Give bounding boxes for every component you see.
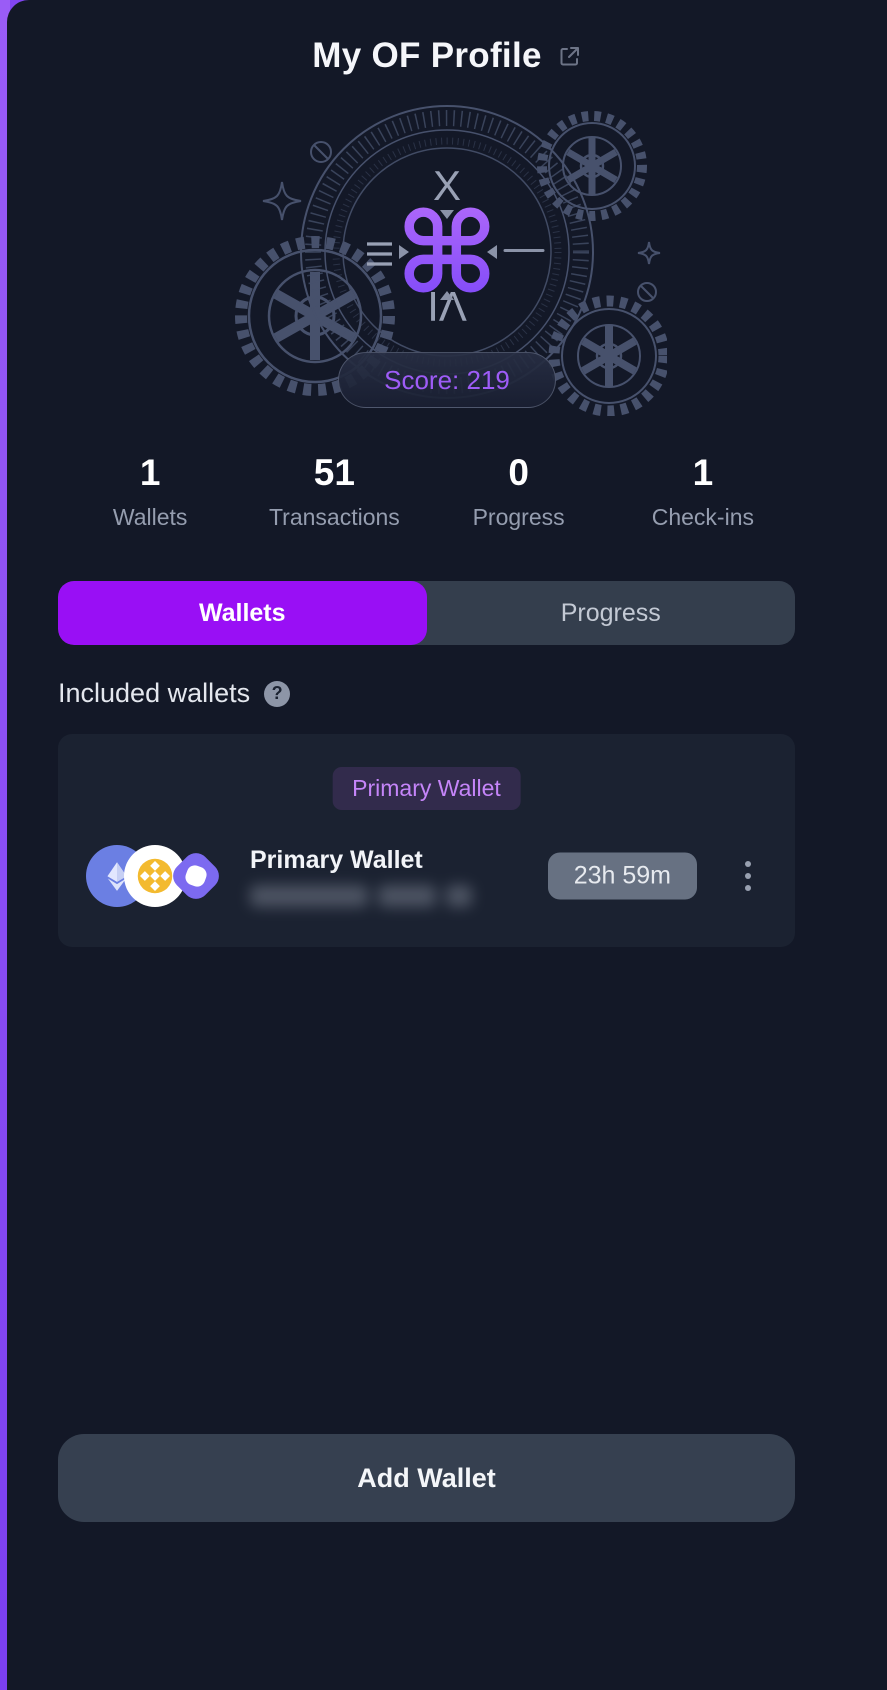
numeral-bottom: VI (427, 283, 467, 330)
stat-label: Wallets (112, 504, 188, 530)
chain-icons-cluster (86, 843, 228, 909)
gear-bottom-right-icon (548, 295, 667, 416)
stat-value: 1 (692, 452, 714, 493)
numeral-top: X (433, 162, 461, 209)
dial-numerals: X VI III (359, 162, 467, 330)
gear-left-icon (235, 236, 395, 396)
address-blob (250, 884, 368, 907)
cooldown-timer-pill: 23h 59m (547, 852, 697, 900)
sparkle-icon (262, 181, 661, 265)
copy-icon-blurred (446, 884, 472, 907)
command-icon: ⌘ (395, 192, 499, 317)
wallet-row: Primary Wallet 23h 59m (86, 834, 771, 918)
page-title: My OF Profile (312, 36, 542, 75)
score-text: Score: 219 (384, 364, 510, 395)
stat-label: Progress (472, 504, 565, 530)
question-mark-icon[interactable]: ? (264, 680, 291, 707)
stat-value: 0 (508, 452, 529, 493)
primary-wallet-badge: Primary Wallet (332, 767, 521, 810)
tab-progress[interactable]: Progress (560, 598, 661, 627)
left-accent-stripe (0, 0, 10, 1690)
cooldown-timer-text: 23h 59m (573, 861, 671, 890)
gear-top-right-icon (537, 111, 647, 221)
address-blob (378, 884, 436, 907)
header: My OF Profile (7, 36, 887, 76)
binance-icon (124, 845, 186, 907)
stats-row: 1 Wallets 51 Transactions 0 Progress 1 C… (58, 452, 795, 531)
wallet-address-blurred[interactable] (250, 884, 472, 907)
section-title: Included wallets (58, 678, 251, 708)
stat-checkins: 1 Check-ins (611, 452, 795, 531)
stat-transactions: 51 Transactions (242, 452, 426, 531)
external-link-icon[interactable] (558, 44, 582, 68)
tab-wallets[interactable]: Wallets (58, 581, 427, 645)
add-wallet-button[interactable]: Add Wallet (58, 1434, 795, 1522)
stat-label: Check-ins (651, 504, 754, 530)
stat-progress: 0 Progress (427, 452, 611, 531)
stat-wallets: 1 Wallets (58, 452, 242, 531)
tab-bar: Wallets Progress (58, 581, 795, 645)
score-badge: Score: 219 (338, 352, 556, 408)
dial-pointers (399, 210, 545, 300)
primary-wallet-badge-label: Primary Wallet (352, 775, 501, 801)
screw-icon (310, 141, 657, 302)
included-wallets-header: Included wallets ? (58, 678, 291, 709)
wallet-texts: Primary Wallet (250, 846, 472, 907)
wallet-app-icon (164, 844, 228, 908)
numeral-left: III (359, 239, 400, 269)
wallet-card[interactable]: Primary Wallet (58, 734, 795, 947)
kebab-menu-icon[interactable] (735, 854, 761, 898)
stat-value: 51 (313, 452, 355, 493)
stat-label: Transactions (268, 504, 400, 530)
wallet-name: Primary Wallet (250, 845, 423, 874)
stat-value: 1 (139, 452, 161, 493)
profile-panel: My OF Profile (7, 0, 887, 1690)
